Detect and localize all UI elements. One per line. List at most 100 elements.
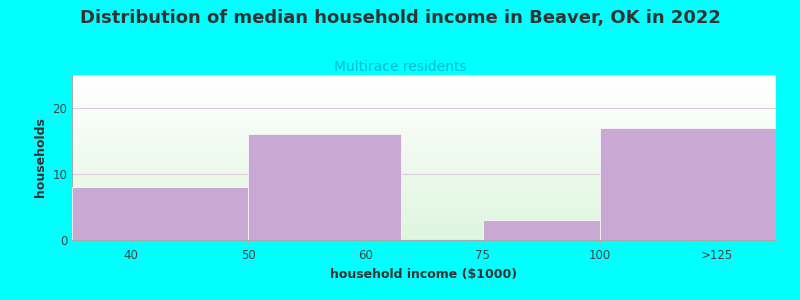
Bar (72, 89, 776, 90)
Bar (72, 198, 776, 199)
Bar (600, 128, 776, 240)
Bar (72, 196, 776, 197)
Bar (72, 100, 776, 101)
Bar (72, 234, 776, 235)
Bar (72, 194, 776, 195)
Bar (72, 195, 776, 196)
Bar (72, 159, 776, 160)
Bar (72, 199, 776, 200)
Bar (72, 193, 776, 194)
Bar (72, 190, 776, 191)
Bar (72, 180, 776, 181)
Bar (72, 214, 776, 215)
Bar (72, 170, 776, 171)
Bar (72, 207, 776, 208)
Bar (72, 120, 776, 121)
Bar (72, 93, 776, 94)
Bar (72, 217, 776, 218)
Bar (72, 202, 776, 203)
Bar (72, 123, 776, 124)
Bar (72, 125, 776, 126)
Bar (72, 178, 776, 179)
Bar (72, 215, 776, 216)
Bar (72, 118, 776, 119)
Bar (72, 186, 776, 187)
Bar (72, 121, 776, 122)
Bar (72, 132, 776, 133)
Text: Multirace residents: Multirace residents (334, 60, 466, 74)
Bar (72, 143, 776, 144)
Bar (72, 212, 776, 213)
Bar (72, 131, 776, 132)
Bar (72, 228, 776, 229)
Bar (72, 153, 776, 154)
Bar (72, 152, 776, 153)
Bar (72, 171, 776, 172)
Bar (72, 150, 776, 151)
Bar (72, 146, 776, 147)
Bar (72, 169, 776, 170)
Bar (72, 204, 776, 205)
Bar (72, 101, 776, 102)
Bar (72, 80, 776, 81)
Bar (72, 100, 776, 101)
Bar (72, 177, 776, 178)
Bar (72, 151, 776, 152)
Bar (72, 165, 776, 166)
Bar (72, 227, 776, 228)
Bar (72, 83, 776, 84)
Bar (72, 78, 776, 79)
Bar (72, 112, 776, 113)
Bar (72, 102, 776, 103)
Bar (72, 216, 776, 217)
Bar (72, 183, 776, 184)
Bar (72, 91, 776, 92)
Bar (72, 232, 776, 233)
Bar (72, 179, 776, 180)
Bar (72, 158, 776, 159)
Bar (72, 230, 776, 231)
Bar (72, 238, 776, 239)
Bar (72, 197, 776, 198)
Bar (72, 174, 776, 175)
Bar (72, 108, 776, 109)
Bar (72, 192, 776, 193)
Bar (72, 124, 776, 125)
Bar (72, 134, 776, 135)
Bar (72, 141, 776, 142)
Bar (72, 220, 776, 221)
Bar (72, 163, 776, 164)
Bar (72, 187, 248, 240)
Bar (72, 160, 776, 161)
Bar (72, 117, 776, 118)
Bar (72, 115, 776, 116)
Bar (72, 85, 776, 86)
Bar (72, 90, 776, 91)
Bar (72, 107, 776, 108)
Bar (72, 110, 776, 111)
Bar (72, 149, 776, 150)
Bar (72, 88, 776, 89)
Text: Distribution of median household income in Beaver, OK in 2022: Distribution of median household income … (79, 9, 721, 27)
Bar (72, 187, 776, 188)
Bar (72, 237, 776, 238)
Bar (72, 106, 776, 107)
Bar (72, 119, 776, 120)
Bar (72, 205, 776, 206)
Bar (72, 235, 776, 236)
Bar (72, 208, 776, 209)
Bar (72, 99, 776, 100)
Bar (72, 181, 776, 182)
Bar (72, 162, 776, 163)
Bar (72, 128, 776, 129)
Bar (72, 157, 776, 158)
Bar (72, 211, 776, 212)
Bar (72, 154, 776, 155)
Bar (72, 200, 776, 201)
Bar (72, 201, 776, 202)
Bar (72, 126, 776, 127)
Bar (72, 206, 776, 207)
Bar (248, 134, 401, 240)
Bar (72, 86, 776, 87)
Bar (72, 94, 776, 95)
